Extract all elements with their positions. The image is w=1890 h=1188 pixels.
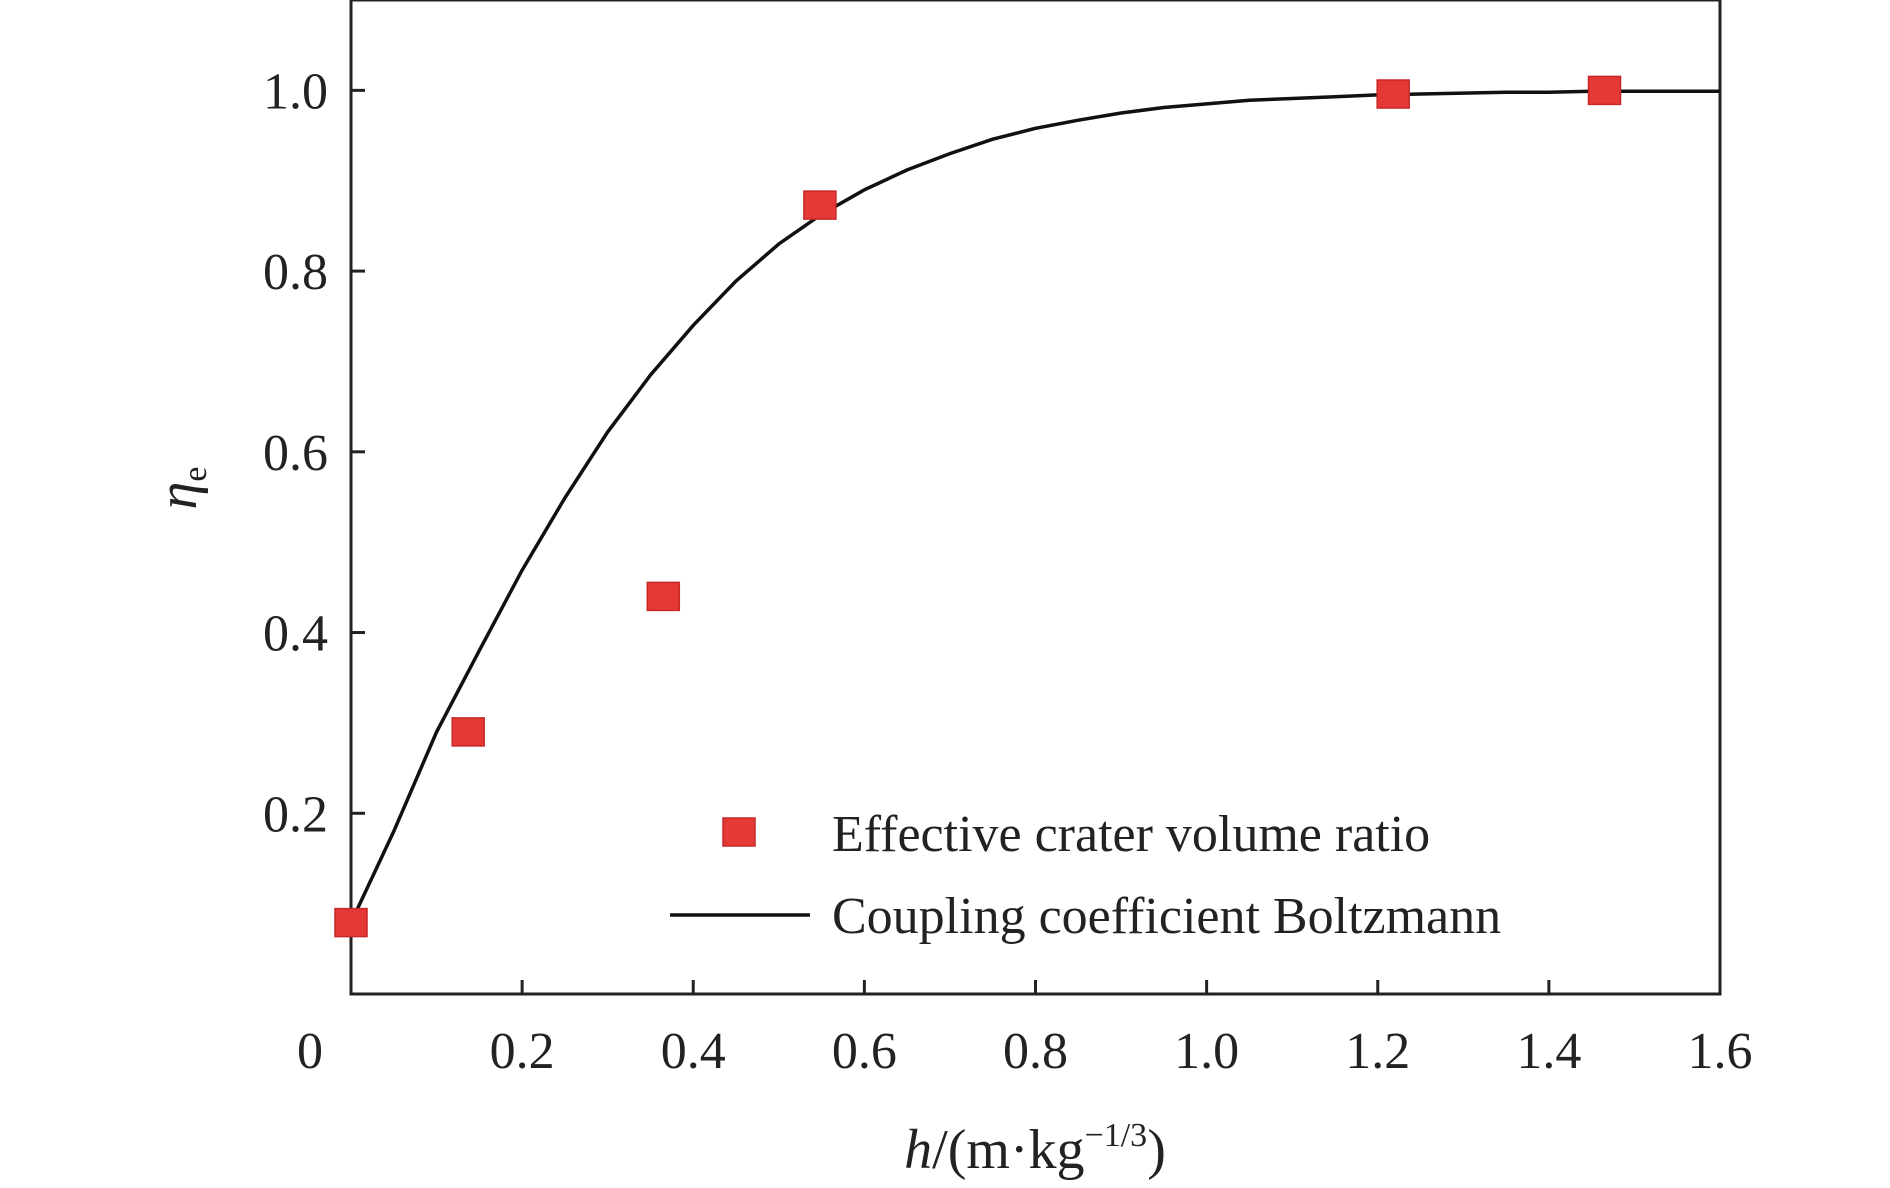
x-tick-label: 1.2 — [1345, 1023, 1410, 1080]
y-tick-label: 0.2 — [263, 786, 328, 843]
x-tick-label: 0.2 — [490, 1023, 555, 1080]
x-tick-label: 0.4 — [661, 1023, 726, 1080]
x-tick-label: 1.4 — [1516, 1023, 1581, 1080]
data-point — [1587, 75, 1622, 106]
y-tick-label: 1.0 — [263, 63, 328, 120]
x-axis-ticks: 0 0.2 0.4 0.6 0.8 1.0 1.2 1.4 1.6 — [297, 980, 1753, 1080]
data-point — [1376, 79, 1410, 109]
y-tick-label: 0.8 — [263, 244, 328, 301]
legend-label-line: Coupling coefficient Boltzmann — [832, 888, 1501, 945]
x-tick-label: 0.6 — [832, 1023, 897, 1080]
data-point — [451, 717, 485, 747]
legend: Effective crater volume ratio Coupling c… — [670, 806, 1501, 945]
data-point — [646, 581, 681, 612]
legend-marker-square — [722, 817, 756, 847]
x-tick-label: 0 — [297, 1023, 323, 1080]
data-points — [334, 75, 1622, 938]
y-axis-label: ηe — [147, 467, 214, 510]
y-axis-ticks: 0.2 0.4 0.6 0.8 1.0 — [263, 63, 365, 843]
data-point — [803, 190, 837, 220]
x-tick-label: 0.8 — [1003, 1023, 1068, 1080]
x-tick-label: 1.0 — [1174, 1023, 1239, 1080]
boltzmann-fit-line — [349, 89, 1720, 924]
legend-label-scatter: Effective crater volume ratio — [832, 806, 1430, 863]
x-axis-label: h/(m·kg−1/3) — [904, 1117, 1166, 1181]
y-tick-label: 0.4 — [263, 606, 328, 663]
y-tick-label: 0.6 — [263, 425, 328, 482]
svg-text:ηe: ηe — [147, 467, 214, 510]
data-point — [334, 907, 368, 938]
x-tick-label: 1.6 — [1688, 1023, 1753, 1080]
